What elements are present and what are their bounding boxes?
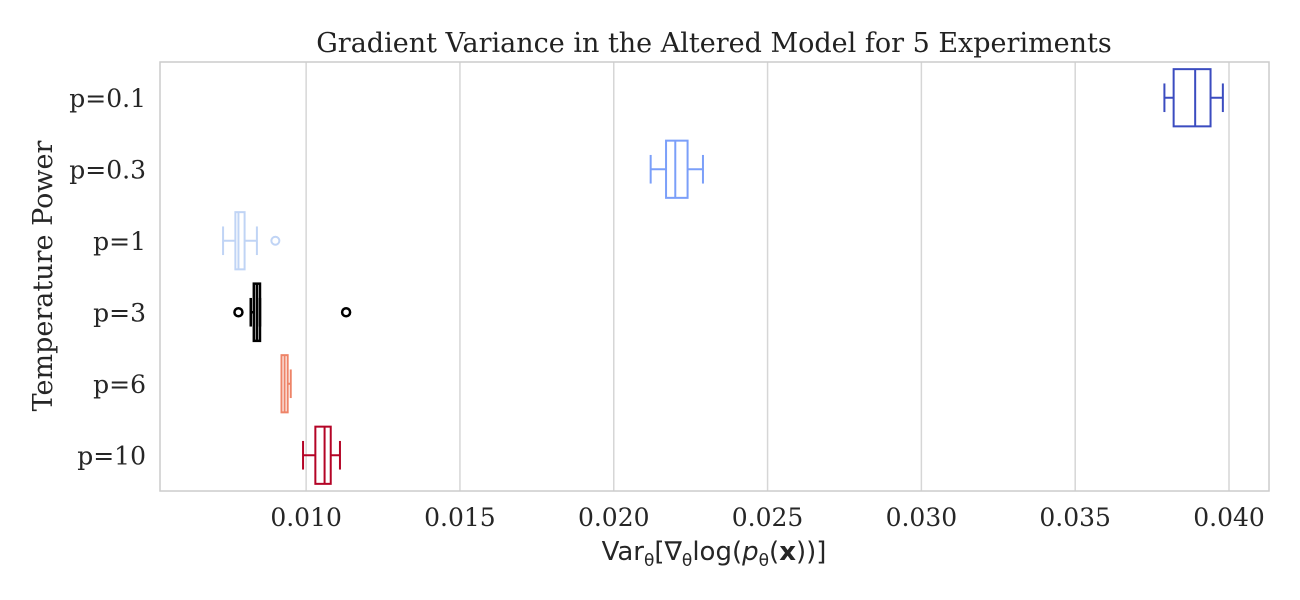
x-axis-label: Varθ[∇θlog(pθ(x))] <box>602 537 827 571</box>
x-tick-labels: 0.010 0.015 0.020 0.025 0.030 0.035 0.040 <box>270 503 1264 532</box>
y-tick-label: p=3 <box>93 298 146 327</box>
y-tick-label: p=10 <box>77 441 146 470</box>
x-tick-label: 0.030 <box>886 503 958 532</box>
outlier-point <box>270 235 281 246</box>
box-iqr <box>314 425 332 485</box>
y-tick-label: p=1 <box>93 227 146 256</box>
y-tick-labels: p=0.1 p=0.3 p=1 p=3 p=6 p=10 <box>69 84 146 471</box>
x-tick-label: 0.020 <box>578 503 650 532</box>
x-tick-label: 0.015 <box>424 503 496 532</box>
box-p=6 <box>280 354 292 414</box>
chart-title: Gradient Variance in the Altered Model f… <box>316 28 1112 59</box>
y-tick-label: p=0.1 <box>69 84 146 113</box>
box-p=0.3 <box>649 139 704 199</box>
grid-lines <box>305 62 1230 491</box>
box-p=10 <box>302 425 341 485</box>
box-p=0.1 <box>1163 68 1224 128</box>
x-tick-label: 0.025 <box>732 503 804 532</box>
x-tick-label: 0.010 <box>270 503 342 532</box>
outlier-point <box>233 307 244 318</box>
plot-frame <box>159 61 1270 492</box>
y-tick-label: p=6 <box>93 370 146 399</box>
box-p=1 <box>222 211 281 271</box>
outlier-point <box>340 307 352 318</box>
box-iqr <box>665 139 689 199</box>
box-iqr <box>234 211 246 271</box>
x-tick-label: 0.035 <box>1039 503 1111 532</box>
y-axis-label: Temperature Power <box>28 141 59 412</box>
box-iqr <box>1172 68 1212 128</box>
box-series <box>222 68 1224 485</box>
y-tick-label: p=0.3 <box>69 155 146 184</box>
box-p=3 <box>233 282 352 343</box>
x-tick-label: 0.040 <box>1193 503 1265 532</box>
